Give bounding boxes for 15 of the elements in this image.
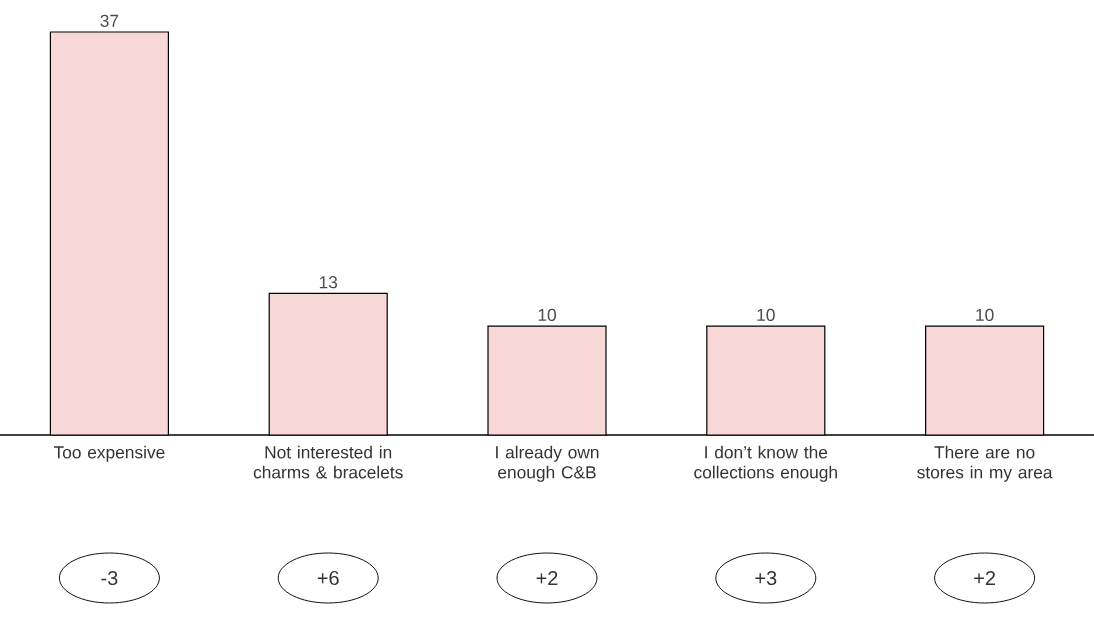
data-label: 10 <box>976 308 994 322</box>
x-tick-label: There are no stores in my area <box>917 445 1053 482</box>
text: +2 <box>974 571 996 585</box>
text: +2 <box>536 571 558 585</box>
text: +6 <box>317 570 339 586</box>
data-label: 13 <box>319 276 338 289</box>
x-tick-label: Not interested in charms & bracelets <box>253 445 403 479</box>
data-label: 37 <box>100 14 119 27</box>
data-label: 10 <box>757 308 775 322</box>
x-tick-label: I don’t know the collections enough <box>694 445 837 482</box>
x-tick-label: Too expensive <box>53 445 165 462</box>
text: -3 <box>101 570 118 586</box>
x-tick-label: I already own enough C&B <box>496 445 599 482</box>
data-label: 10 <box>538 308 556 322</box>
text: +3 <box>755 570 777 586</box>
